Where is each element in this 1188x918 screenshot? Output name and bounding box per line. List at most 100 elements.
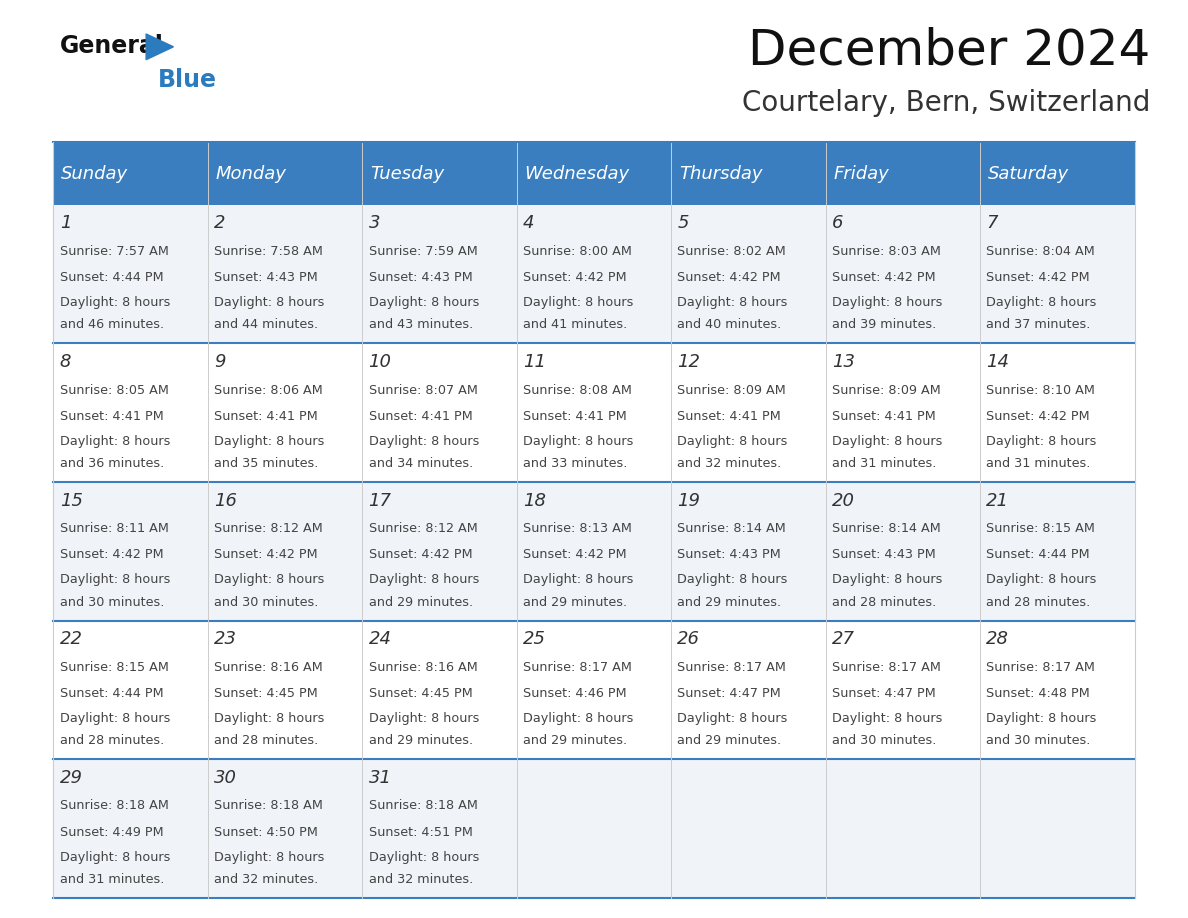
Text: Sunrise: 8:14 AM: Sunrise: 8:14 AM — [677, 522, 786, 535]
Text: 4: 4 — [523, 215, 535, 232]
Text: Sunrise: 8:18 AM: Sunrise: 8:18 AM — [214, 800, 323, 812]
Text: and 31 minutes.: and 31 minutes. — [59, 873, 164, 886]
FancyBboxPatch shape — [980, 621, 1135, 759]
Text: Daylight: 8 hours: Daylight: 8 hours — [59, 712, 170, 725]
Text: Daylight: 8 hours: Daylight: 8 hours — [986, 297, 1097, 309]
Text: Friday: Friday — [833, 164, 889, 183]
Text: and 40 minutes.: and 40 minutes. — [677, 319, 782, 331]
Text: and 31 minutes.: and 31 minutes. — [832, 457, 936, 470]
Text: 15: 15 — [59, 492, 83, 509]
Text: 23: 23 — [214, 631, 238, 648]
FancyBboxPatch shape — [980, 759, 1135, 898]
Text: Sunset: 4:46 PM: Sunset: 4:46 PM — [523, 687, 626, 700]
Text: Sunrise: 8:06 AM: Sunrise: 8:06 AM — [214, 384, 323, 397]
Text: Daylight: 8 hours: Daylight: 8 hours — [59, 435, 170, 448]
Text: Sunrise: 8:18 AM: Sunrise: 8:18 AM — [368, 800, 478, 812]
Text: Sunrise: 8:08 AM: Sunrise: 8:08 AM — [523, 384, 632, 397]
Text: and 28 minutes.: and 28 minutes. — [832, 596, 936, 609]
Text: 5: 5 — [677, 215, 689, 232]
Text: 28: 28 — [986, 631, 1010, 648]
Text: and 29 minutes.: and 29 minutes. — [368, 596, 473, 609]
Text: Daylight: 8 hours: Daylight: 8 hours — [677, 712, 788, 725]
Text: and 29 minutes.: and 29 minutes. — [523, 596, 627, 609]
Text: Sunrise: 8:10 AM: Sunrise: 8:10 AM — [986, 384, 1095, 397]
Text: Daylight: 8 hours: Daylight: 8 hours — [832, 435, 942, 448]
Text: Sunrise: 8:13 AM: Sunrise: 8:13 AM — [523, 522, 632, 535]
Text: General: General — [59, 34, 163, 58]
Text: and 32 minutes.: and 32 minutes. — [368, 873, 473, 886]
FancyBboxPatch shape — [517, 205, 671, 343]
Text: Sunset: 4:43 PM: Sunset: 4:43 PM — [214, 271, 318, 285]
FancyBboxPatch shape — [53, 759, 208, 898]
Text: Daylight: 8 hours: Daylight: 8 hours — [832, 712, 942, 725]
Text: Sunset: 4:42 PM: Sunset: 4:42 PM — [986, 409, 1089, 423]
Text: Sunset: 4:41 PM: Sunset: 4:41 PM — [677, 409, 782, 423]
Text: and 30 minutes.: and 30 minutes. — [986, 734, 1091, 747]
Text: 18: 18 — [523, 492, 546, 509]
FancyBboxPatch shape — [53, 142, 208, 205]
FancyBboxPatch shape — [826, 205, 980, 343]
FancyBboxPatch shape — [208, 142, 362, 205]
FancyBboxPatch shape — [53, 343, 208, 482]
Text: 21: 21 — [986, 492, 1010, 509]
Text: Daylight: 8 hours: Daylight: 8 hours — [832, 297, 942, 309]
FancyBboxPatch shape — [671, 205, 826, 343]
Text: and 39 minutes.: and 39 minutes. — [832, 319, 936, 331]
Text: 20: 20 — [832, 492, 855, 509]
Text: Sunset: 4:49 PM: Sunset: 4:49 PM — [59, 825, 163, 839]
Text: and 29 minutes.: and 29 minutes. — [677, 596, 782, 609]
FancyBboxPatch shape — [53, 205, 208, 343]
Text: and 28 minutes.: and 28 minutes. — [214, 734, 318, 747]
Text: Daylight: 8 hours: Daylight: 8 hours — [986, 574, 1097, 587]
Text: Saturday: Saturday — [987, 164, 1069, 183]
Text: and 29 minutes.: and 29 minutes. — [523, 734, 627, 747]
Text: 12: 12 — [677, 353, 701, 371]
Text: and 44 minutes.: and 44 minutes. — [214, 319, 318, 331]
Text: 29: 29 — [59, 769, 83, 787]
Text: Sunrise: 7:58 AM: Sunrise: 7:58 AM — [214, 245, 323, 258]
Text: 3: 3 — [368, 215, 380, 232]
Text: Daylight: 8 hours: Daylight: 8 hours — [214, 435, 324, 448]
Text: Daylight: 8 hours: Daylight: 8 hours — [523, 712, 633, 725]
Text: 1: 1 — [59, 215, 71, 232]
Text: Sunrise: 8:00 AM: Sunrise: 8:00 AM — [523, 245, 632, 258]
Text: Daylight: 8 hours: Daylight: 8 hours — [523, 435, 633, 448]
Text: Sunset: 4:43 PM: Sunset: 4:43 PM — [368, 271, 473, 285]
Text: 25: 25 — [523, 631, 546, 648]
Text: Daylight: 8 hours: Daylight: 8 hours — [59, 851, 170, 864]
Text: 16: 16 — [214, 492, 238, 509]
Text: and 28 minutes.: and 28 minutes. — [986, 596, 1091, 609]
FancyBboxPatch shape — [826, 621, 980, 759]
Text: 11: 11 — [523, 353, 546, 371]
Text: 6: 6 — [832, 215, 843, 232]
Text: and 29 minutes.: and 29 minutes. — [677, 734, 782, 747]
Text: Sunset: 4:41 PM: Sunset: 4:41 PM — [59, 409, 164, 423]
Text: Sunrise: 8:12 AM: Sunrise: 8:12 AM — [368, 522, 478, 535]
Text: Sunset: 4:41 PM: Sunset: 4:41 PM — [214, 409, 318, 423]
Text: Daylight: 8 hours: Daylight: 8 hours — [677, 574, 788, 587]
FancyBboxPatch shape — [362, 343, 517, 482]
Text: Sunrise: 8:14 AM: Sunrise: 8:14 AM — [832, 522, 941, 535]
Text: Daylight: 8 hours: Daylight: 8 hours — [523, 574, 633, 587]
Text: Daylight: 8 hours: Daylight: 8 hours — [368, 297, 479, 309]
Text: Courtelary, Bern, Switzerland: Courtelary, Bern, Switzerland — [741, 89, 1150, 117]
Text: Sunset: 4:45 PM: Sunset: 4:45 PM — [214, 687, 318, 700]
Text: Sunrise: 8:15 AM: Sunrise: 8:15 AM — [59, 661, 169, 674]
Text: Daylight: 8 hours: Daylight: 8 hours — [214, 297, 324, 309]
FancyBboxPatch shape — [826, 343, 980, 482]
Text: 22: 22 — [59, 631, 83, 648]
Text: Sunday: Sunday — [61, 164, 128, 183]
FancyBboxPatch shape — [208, 482, 362, 621]
Text: Sunrise: 8:03 AM: Sunrise: 8:03 AM — [832, 245, 941, 258]
FancyBboxPatch shape — [980, 205, 1135, 343]
Text: Daylight: 8 hours: Daylight: 8 hours — [523, 297, 633, 309]
Text: Sunset: 4:43 PM: Sunset: 4:43 PM — [677, 548, 782, 562]
FancyBboxPatch shape — [208, 621, 362, 759]
Text: Daylight: 8 hours: Daylight: 8 hours — [368, 851, 479, 864]
Text: Sunset: 4:41 PM: Sunset: 4:41 PM — [523, 409, 627, 423]
FancyBboxPatch shape — [208, 205, 362, 343]
Text: Sunset: 4:42 PM: Sunset: 4:42 PM — [986, 271, 1089, 285]
Text: Sunset: 4:41 PM: Sunset: 4:41 PM — [832, 409, 936, 423]
Text: 27: 27 — [832, 631, 855, 648]
Text: Sunrise: 8:09 AM: Sunrise: 8:09 AM — [677, 384, 786, 397]
